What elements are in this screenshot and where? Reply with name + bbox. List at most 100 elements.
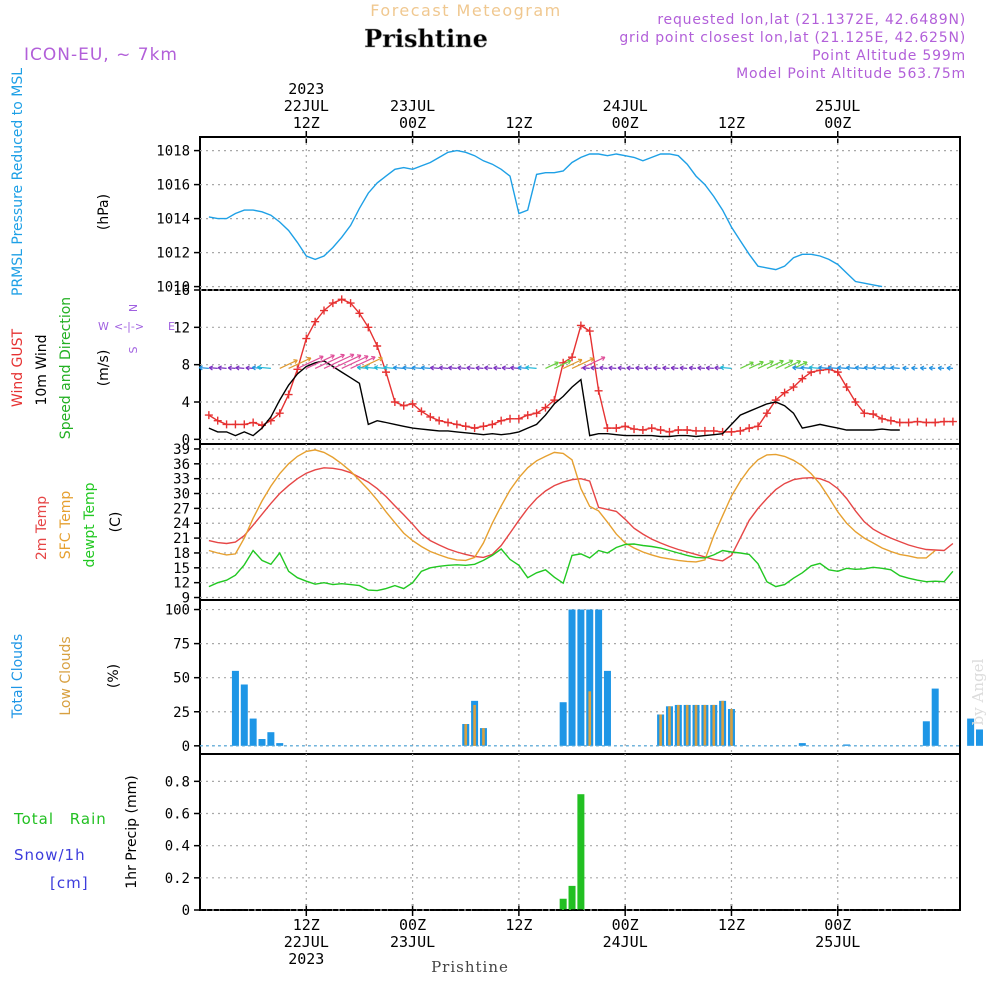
wind-arrow-head [644,365,649,371]
wind-arrow-head [635,365,640,371]
subtitle: Forecast Meteogram [370,1,561,20]
series-line-10m-wind-speed [208,360,900,438]
time-label: 23JUL [390,97,435,115]
gust-marker [523,411,532,420]
wind-arrow-head [517,365,522,371]
compass-south: S [127,346,140,353]
wind-direction-arrow [608,367,617,369]
y-tick-label: 1016 [156,178,190,194]
gust-marker [940,417,949,426]
wind-arrow-head [590,365,595,371]
gust-marker [594,386,603,395]
gust-marker [408,399,417,408]
wind-arrow-head [235,365,240,371]
wind-direction-arrow [439,367,449,369]
low-cloud-bar [712,704,716,746]
model-point-altitude: Model Point Altitude 563.75m [736,66,966,82]
y-tick-label: 8 [182,358,190,374]
wind-arrow-head [392,365,398,371]
time-label: 22JUL [284,97,329,115]
wind-direction-arrow [466,367,475,369]
gust-marker [585,327,594,336]
temp-dewpt-label: dewpt Temp [82,482,98,567]
gust-marker [568,353,577,362]
wind-direction-arrow [644,367,652,369]
y-tick-label: 16 [173,283,190,299]
wind-arrow-head [402,365,407,371]
wind-arrow-head [662,365,667,371]
low-cloud-bar [721,700,724,746]
y-tick-label: 21 [173,531,190,547]
wind-arrow-head [364,365,369,371]
gust-marker [204,411,213,420]
wind-arrow-head [577,358,583,364]
compass-west: W [98,320,109,333]
time-label: 12Z [505,916,532,934]
gust-marker [851,398,860,406]
y-tick-label: 0.6 [165,807,190,823]
total-cloud-bar [258,739,266,746]
wind-direction-arrow [706,367,714,369]
grid-point-coordinates: grid point closest lon,lat (21.125E, 42.… [619,30,966,46]
wind-direction-arrow [827,366,838,369]
gust-marker [346,299,355,308]
gust-marker [532,409,541,418]
wind-direction-arrow [359,357,383,369]
gust-marker [612,424,621,433]
wind-direction-arrow [510,367,519,369]
gust-marker [771,396,780,405]
gust-marker [302,334,311,343]
gust-marker [798,374,807,383]
wind-direction-arrow [350,356,376,369]
wind-arrow-head [827,365,832,371]
y-tick-label: 25 [173,705,190,721]
wind-arrow-head [617,365,622,371]
compass-east: E [168,320,175,333]
wind-arrow-head [769,360,774,365]
total-cloud-bar [798,743,806,746]
compass-north: N [127,304,140,312]
wind-direction-arrow [872,366,883,369]
y-tick-label: 75 [173,637,190,653]
time-label: 00Z [824,916,851,934]
wind-speed-direction-label: Speed and Direction [58,297,74,439]
wind-direction-arrow [571,357,594,369]
low-cloud-bar [730,709,733,746]
low-cloud-bar [677,704,680,746]
wind-arrow-head [796,359,801,365]
wind-arrow-head [890,365,895,371]
time-label: 00Z [824,114,851,132]
gust-marker [630,425,639,434]
wind-arrow-head [457,365,462,371]
time-label: 00Z [399,114,426,132]
wind-arrow-head [217,365,222,371]
wind-arrow-head [256,364,262,371]
time-label: 2023 [288,80,324,98]
wind-arrow-head [720,365,725,371]
wind-arrow-head [475,365,480,371]
time-label: 25JUL [815,97,860,115]
wind-arrow-head [493,365,498,371]
wind-direction-arrow [775,359,794,369]
rain-bar [568,885,576,910]
gust-marker [514,414,523,423]
wind-arrow-head [510,365,515,371]
wind-direction-arrow [457,367,466,369]
time-label: 2023 [288,950,324,968]
gust-marker [736,426,745,435]
wind-arrow-head [946,365,951,371]
gust-marker [497,416,506,425]
low-cloud-bar [588,691,592,746]
wind-direction-arrow [475,367,484,369]
wind-arrow-head [854,365,860,371]
gust-marker [213,416,222,425]
time-label: 12Z [293,916,320,934]
gust-marker [328,299,337,308]
wind-arrow-head [705,365,711,371]
wind-arrow-head [670,365,675,371]
wind-direction-arrow [402,366,413,369]
gust-marker [886,416,895,425]
model-label: ICON-EU, ~ 7km [24,45,178,65]
gust-marker [240,420,249,429]
time-label: 00Z [399,916,426,934]
